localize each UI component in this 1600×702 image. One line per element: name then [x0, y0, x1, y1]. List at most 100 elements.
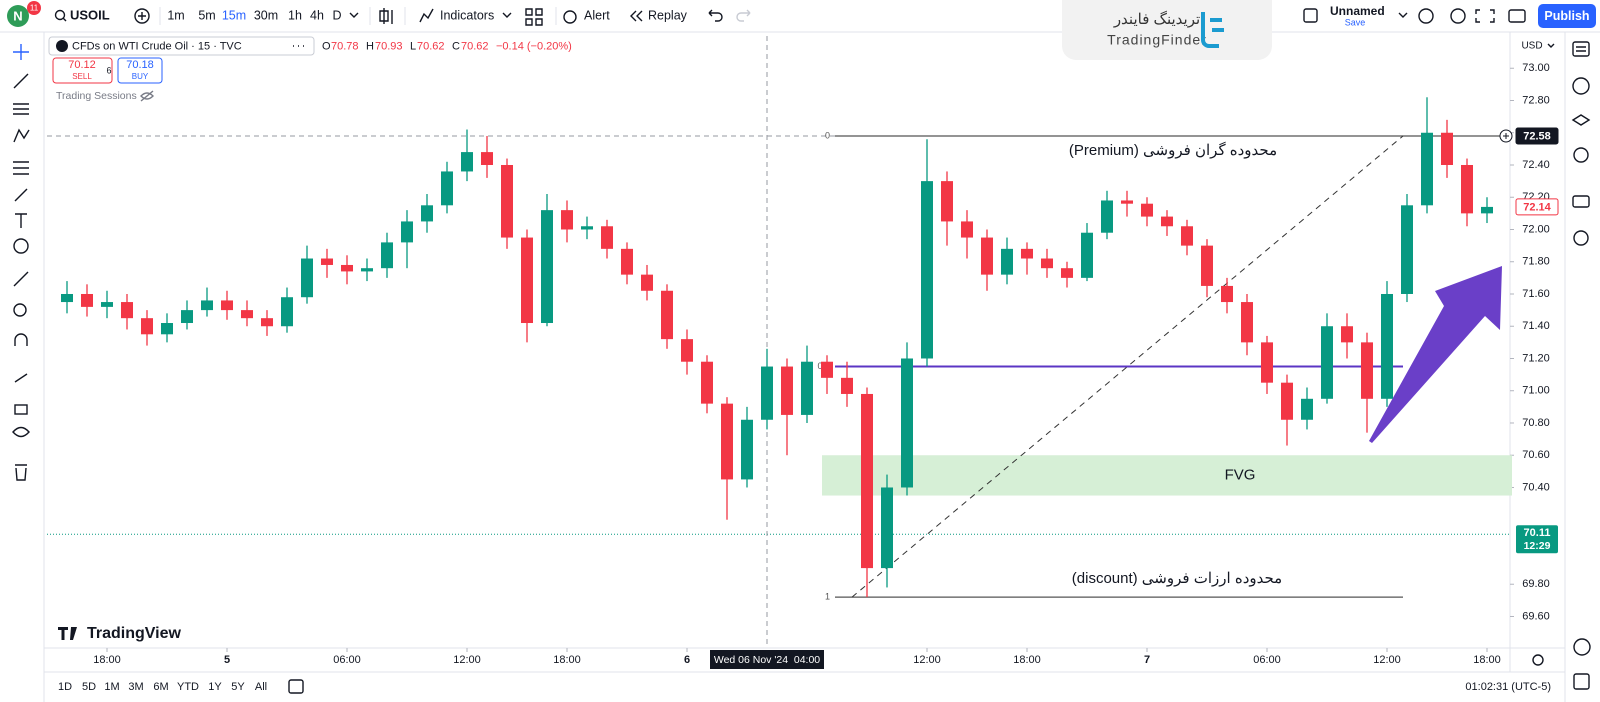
candle-body	[1161, 216, 1173, 227]
replay-button[interactable]: Replay	[648, 8, 688, 22]
range-button[interactable]: All	[255, 681, 267, 693]
range-button[interactable]: 1Y	[208, 681, 222, 693]
candle-body	[1241, 302, 1253, 343]
candle-body	[201, 300, 213, 311]
candle-body	[541, 210, 553, 324]
buy-button[interactable]	[117, 57, 163, 84]
up-arrow	[1369, 266, 1502, 443]
candle-body	[661, 290, 673, 340]
legend-c-label: C	[452, 40, 460, 52]
legend-change: −0.14 (−0.20%)	[496, 40, 572, 52]
candle-body	[901, 358, 913, 488]
range-button[interactable]: 5Y	[231, 681, 245, 693]
currency: USD	[1521, 41, 1542, 52]
y-tick-label: 70.60	[1522, 449, 1550, 461]
chevron[interactable]	[502, 12, 512, 18]
range-button[interactable]: YTD	[177, 681, 199, 693]
sell-label: SELL	[72, 72, 92, 81]
chevron[interactable]	[1547, 43, 1555, 48]
layout-name[interactable]: Unnamed	[1330, 4, 1385, 18]
premium-annotation: محدوده گران فروشی (Premium)	[1069, 141, 1277, 159]
y-tick-label: 71.20	[1522, 352, 1550, 364]
crosshair-time-bg	[710, 650, 824, 669]
cursor-tool[interactable]	[13, 44, 29, 60]
range-button[interactable]: 1D	[58, 681, 72, 693]
undo-icon[interactable]	[708, 9, 723, 22]
interval-button[interactable]: 15m	[222, 8, 246, 22]
drawing-tools[interactable]	[12, 73, 30, 481]
range-button[interactable]: 5D	[82, 681, 96, 693]
interval-button[interactable]: 30m	[254, 8, 278, 22]
publish-button-bg[interactable]	[1538, 4, 1596, 28]
date-range-icon[interactable]	[288, 679, 304, 694]
candle-body	[1141, 203, 1153, 217]
compare-icon[interactable]	[134, 8, 150, 24]
bid-tag-bg	[1516, 525, 1558, 554]
watermark-persian: تریدینگ فایندر	[1113, 10, 1200, 28]
interval-button[interactable]: 1m	[167, 8, 184, 22]
legend-high: 70.93	[375, 40, 403, 52]
chevron[interactable]	[349, 12, 359, 18]
quick-search-icon[interactable]	[1418, 8, 1434, 24]
badge-count: 11	[30, 4, 39, 13]
layout-icon[interactable]	[1303, 8, 1318, 23]
avatar[interactable]	[7, 5, 29, 27]
indicators-button[interactable]: Indicators	[440, 8, 494, 22]
discount-annotation: محدوده ارزات فروشی (discount)	[1072, 570, 1282, 587]
indicator-name[interactable]: Trading Sessions	[56, 90, 137, 102]
candle-body	[761, 366, 773, 420]
y-tick-label: 70.40	[1522, 481, 1550, 493]
x-tick-label: 18:00	[93, 654, 121, 666]
y-tick-label: 71.60	[1522, 288, 1550, 300]
y-tick-label: 72.00	[1522, 223, 1550, 235]
legend-o-label: O	[322, 40, 331, 52]
settings-icon[interactable]	[1450, 8, 1466, 24]
interval-button[interactable]: D	[332, 8, 341, 22]
range-button[interactable]: 1M	[104, 681, 119, 693]
interval-button[interactable]: 4h	[310, 8, 324, 22]
templates-icon[interactable]	[525, 8, 543, 26]
hide-icon[interactable]	[140, 90, 154, 102]
range-button[interactable]: 3M	[128, 681, 143, 693]
interval-button[interactable]: 5m	[198, 8, 215, 22]
x-tick-label: 12:00	[913, 654, 941, 666]
y-tick-label: 71.80	[1522, 256, 1550, 268]
legend-low: 70.62	[417, 40, 445, 52]
candle-body	[261, 318, 273, 327]
sell-button[interactable]	[52, 57, 113, 84]
crosshair-time: Wed 06 Nov '24 04:00	[714, 654, 820, 666]
candle-body	[801, 361, 813, 415]
fullscreen-icon[interactable]	[1475, 9, 1495, 23]
candle-body	[1341, 326, 1353, 343]
chevron[interactable]	[1398, 12, 1408, 18]
candle-body	[1461, 164, 1473, 214]
axis-settings-icon[interactable]	[1532, 654, 1544, 666]
candle-body	[1261, 342, 1273, 383]
buy-price: 70.18	[126, 59, 154, 71]
save-label[interactable]: Save	[1345, 17, 1366, 27]
publish-button[interactable]: Publish	[1544, 9, 1589, 23]
x-tick-label: 06:00	[1253, 654, 1281, 666]
sidebar-icons[interactable]	[1571, 41, 1591, 690]
snapshot-icon[interactable]	[1508, 9, 1526, 23]
interval-button[interactable]: 1h	[288, 8, 302, 22]
candle-body	[1021, 248, 1033, 259]
candle-body	[161, 323, 173, 335]
last-price: 72.14	[1523, 201, 1551, 213]
symbol[interactable]: USOIL	[70, 7, 110, 22]
legend-h-label: H	[366, 40, 374, 52]
add-alert-icon[interactable]	[1503, 132, 1509, 139]
redo-icon[interactable]	[736, 9, 751, 22]
chart-type-icon[interactable]	[379, 8, 393, 24]
y-tick-label: 72.80	[1522, 94, 1550, 106]
range-button[interactable]: 6M	[153, 681, 168, 693]
candle-body	[141, 318, 153, 335]
buy-label: BUY	[132, 72, 149, 81]
candle-body	[641, 274, 653, 291]
candle-body	[361, 268, 373, 272]
alert-button[interactable]: Alert	[584, 8, 610, 22]
candle-body	[581, 226, 593, 230]
candle-body	[241, 310, 253, 319]
y-tick-label: 71.40	[1522, 320, 1550, 332]
